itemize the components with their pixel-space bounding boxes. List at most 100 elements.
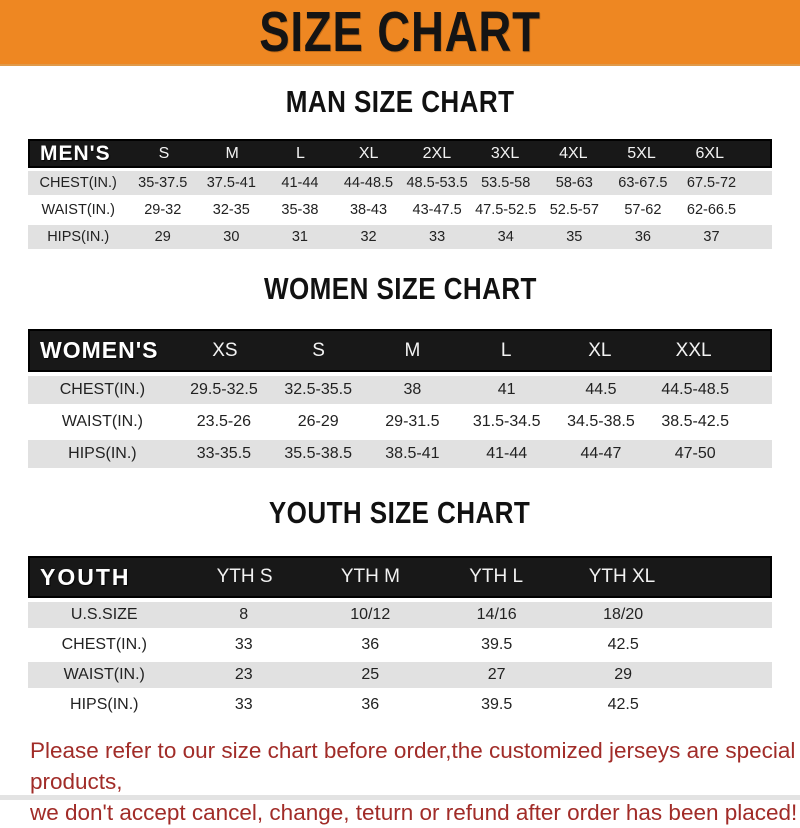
- data-cell: 57-62: [624, 202, 662, 218]
- data-cell: 36: [634, 229, 651, 245]
- data-cell: 38.5-42.5: [661, 413, 729, 430]
- youth-section-heading-text: YOUTH SIZE CHART: [269, 495, 531, 530]
- bottom-edge-strip: [0, 795, 800, 800]
- row-label-cell: HIPS(IN.): [47, 229, 110, 245]
- data-cell: 35-38: [281, 202, 319, 218]
- data-cell: 37.5-41: [206, 175, 256, 191]
- men-section-heading: MAN SIZE CHART: [0, 85, 800, 125]
- data-cell: 41: [497, 381, 516, 398]
- data-cell: 10/12: [350, 606, 391, 623]
- row-label-cell: WAIST(IN.): [41, 202, 115, 218]
- disclaimer-line-1: Please refer to our size chart before or…: [30, 738, 796, 794]
- men-section-heading-text: MAN SIZE CHART: [285, 84, 515, 119]
- data-cell: 53.5-58: [481, 175, 531, 191]
- women-section-heading: WOMEN SIZE CHART: [0, 272, 800, 312]
- data-cell: 39.5: [481, 696, 513, 713]
- table-row: CHEST(IN.) 29.5-32.5 32.5-35.5 38 41 44.5 44.5…: [28, 376, 772, 404]
- row-label-cell: CHEST(IN.): [61, 636, 147, 653]
- data-cell: 36: [361, 636, 380, 653]
- column-header-cell: YTH M: [340, 566, 400, 587]
- data-cell: 37: [703, 229, 720, 245]
- table-row: HIPS(IN.) 33-35.5 35.5-38.5 38.5-41 41-44 44-…: [28, 440, 772, 468]
- table-row: WAIST(IN.) 23 25 27 29: [28, 662, 772, 688]
- data-cell: 14/16: [476, 606, 517, 623]
- data-cell: 26-29: [297, 413, 339, 430]
- data-cell: 47.5-52.5: [475, 202, 537, 218]
- column-header-cell: YTH S: [216, 566, 273, 587]
- data-cell: 30: [223, 229, 240, 245]
- data-cell: 32.5-35.5: [284, 381, 352, 398]
- data-cell: 67.5-72: [686, 175, 737, 191]
- column-header-cell: XL: [588, 339, 612, 361]
- column-header-cell: S: [312, 339, 325, 361]
- data-cell: 29: [614, 666, 633, 683]
- data-cell: 34: [497, 229, 514, 245]
- row-label-cell: WAIST(IN.): [61, 413, 143, 430]
- data-cell: 23: [234, 666, 253, 683]
- table-header-row: WOMEN'S XS S M L XL XXL: [28, 329, 772, 372]
- row-label-cell: CHEST(IN.): [59, 381, 146, 398]
- data-cell: 27: [487, 666, 506, 683]
- column-header-cell: XL: [358, 144, 379, 162]
- data-cell: 52.5-57: [549, 202, 599, 218]
- section-youth: YOUTH SIZE CHART YOUTH YTH S YTH M YTH L YTH…: [0, 496, 800, 718]
- column-header-cell: 3XL: [490, 144, 520, 162]
- data-cell: 33-35.5: [196, 445, 252, 462]
- row-label-cell: WAIST(IN.): [63, 666, 145, 683]
- data-cell: 33: [429, 229, 446, 245]
- column-header-cell: S: [158, 144, 170, 162]
- women-section-heading-text: WOMEN SIZE CHART: [263, 271, 537, 306]
- data-cell: 29: [154, 229, 171, 245]
- data-cell: 63-67.5: [618, 175, 668, 191]
- data-cell: 44.5-48.5: [661, 381, 729, 398]
- column-header-cell: 5XL: [627, 144, 656, 162]
- data-cell: 38.5-41: [385, 445, 440, 462]
- row-label-cell: CHEST(IN.): [39, 175, 117, 191]
- disclaimer-note: Please refer to our size chart before or…: [0, 735, 800, 828]
- row-label-cell: HIPS(IN.): [68, 445, 137, 462]
- disclaimer-line-2: we don't accept cancel, change, teturn o…: [30, 800, 798, 825]
- data-cell: 33: [234, 696, 253, 713]
- table-row: CHEST(IN.) 35-37.5 37.5-41 41-44 44-48.5 48.5…: [28, 171, 772, 195]
- data-cell: 41-44: [486, 445, 528, 462]
- table-header-row: YOUTH YTH S YTH M YTH L YTH XL: [28, 556, 772, 598]
- data-cell: 29.5-32.5: [190, 381, 258, 398]
- data-cell: 31.5-34.5: [472, 413, 541, 430]
- data-cell: 62-66.5: [686, 202, 737, 218]
- data-cell: 32: [360, 229, 377, 245]
- data-cell: 44-47: [580, 445, 622, 462]
- page-title: SIZE CHART: [259, 0, 541, 64]
- column-header-cell: 2XL: [422, 144, 452, 162]
- data-cell: 48.5-53.5: [406, 175, 468, 191]
- column-header-cell: 4XL: [559, 144, 588, 162]
- table-row: CHEST(IN.) 33 36 39.5 42.5: [28, 632, 772, 658]
- table-row: WAIST(IN.) 23.5-26 26-29 29-31.5 31.5-34.5 34…: [28, 408, 772, 436]
- data-cell: 44.5: [585, 381, 617, 398]
- data-cell: 42.5: [607, 696, 639, 713]
- data-cell: 18/20: [603, 606, 644, 623]
- data-cell: 58-63: [555, 175, 593, 191]
- youth-size-table: YOUTH YTH S YTH M YTH L YTH XL U.S.SIZE 8 10/12…: [28, 556, 772, 718]
- data-cell: 38: [403, 381, 422, 398]
- data-cell: 33: [234, 636, 253, 653]
- data-cell: 47-50: [674, 445, 716, 462]
- data-cell: 34.5-38.5: [567, 413, 635, 430]
- column-header-cell: XS: [212, 339, 238, 361]
- data-cell: 35-37.5: [138, 175, 188, 191]
- section-women: WOMEN SIZE CHART WOMEN'S XS S M L XL XXL CHEST(…: [0, 272, 800, 468]
- column-header-cell: YTH XL: [588, 566, 656, 587]
- data-cell: 8: [239, 606, 249, 623]
- data-cell: 39.5: [481, 636, 513, 653]
- data-cell: 29-31.5: [385, 413, 440, 430]
- column-header-cell: YTH L: [469, 566, 524, 587]
- data-cell: 25: [361, 666, 380, 683]
- row-label-cell: U.S.SIZE: [70, 606, 138, 623]
- column-header-cell: XXL: [675, 339, 712, 361]
- column-header-cell: M: [225, 144, 239, 162]
- table-title-cell: WOMEN'S: [40, 337, 159, 363]
- men-size-table: MEN'S S M L XL 2XL 3XL 4XL 5XL 6XL CHEST(IN.) 35-37…: [28, 139, 772, 249]
- column-header-cell: L: [500, 339, 512, 361]
- banner: SIZE CHART: [0, 0, 800, 66]
- row-label-cell: HIPS(IN.): [70, 696, 139, 713]
- women-size-table: WOMEN'S XS S M L XL XXL CHEST(IN.) 29.5-32.5 32.5…: [28, 329, 772, 468]
